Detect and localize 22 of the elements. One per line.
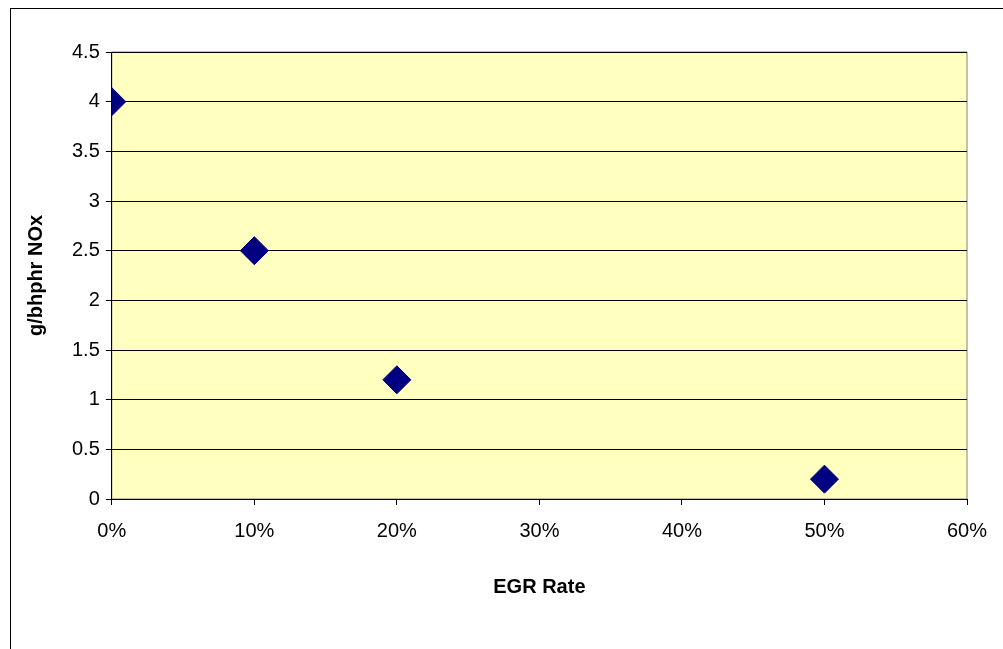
y-tick-label: 1.5: [71, 337, 100, 360]
point: [809, 464, 839, 494]
x-tick-label: 10%: [234, 518, 275, 541]
x-axis-title: EGR Rate: [493, 574, 586, 597]
y-tick-label: 0: [88, 486, 100, 509]
y-tick-label: 3.5: [71, 138, 100, 161]
x-tick-label: 30%: [519, 518, 560, 541]
y-tick-label: 4: [88, 89, 100, 112]
x-tick-label: 40%: [661, 518, 703, 541]
y-axis-title: g/bhphr NOx: [23, 214, 46, 337]
x-tick-label: 20%: [376, 518, 418, 541]
point: [382, 365, 412, 395]
y-tick-label: 2.5: [71, 238, 100, 261]
x-tick-label: 0%: [97, 518, 127, 541]
y-tick-label: 0.5: [71, 436, 100, 459]
y-tick-label: 3: [88, 188, 100, 211]
y-tick-label: 4.5: [71, 39, 100, 62]
x-tick-label: 50%: [804, 518, 845, 541]
point: [239, 236, 269, 266]
x-tick-label: 60%: [946, 518, 988, 541]
y-tick-label: 1: [88, 387, 100, 410]
y-tick-label: 2: [88, 287, 100, 310]
